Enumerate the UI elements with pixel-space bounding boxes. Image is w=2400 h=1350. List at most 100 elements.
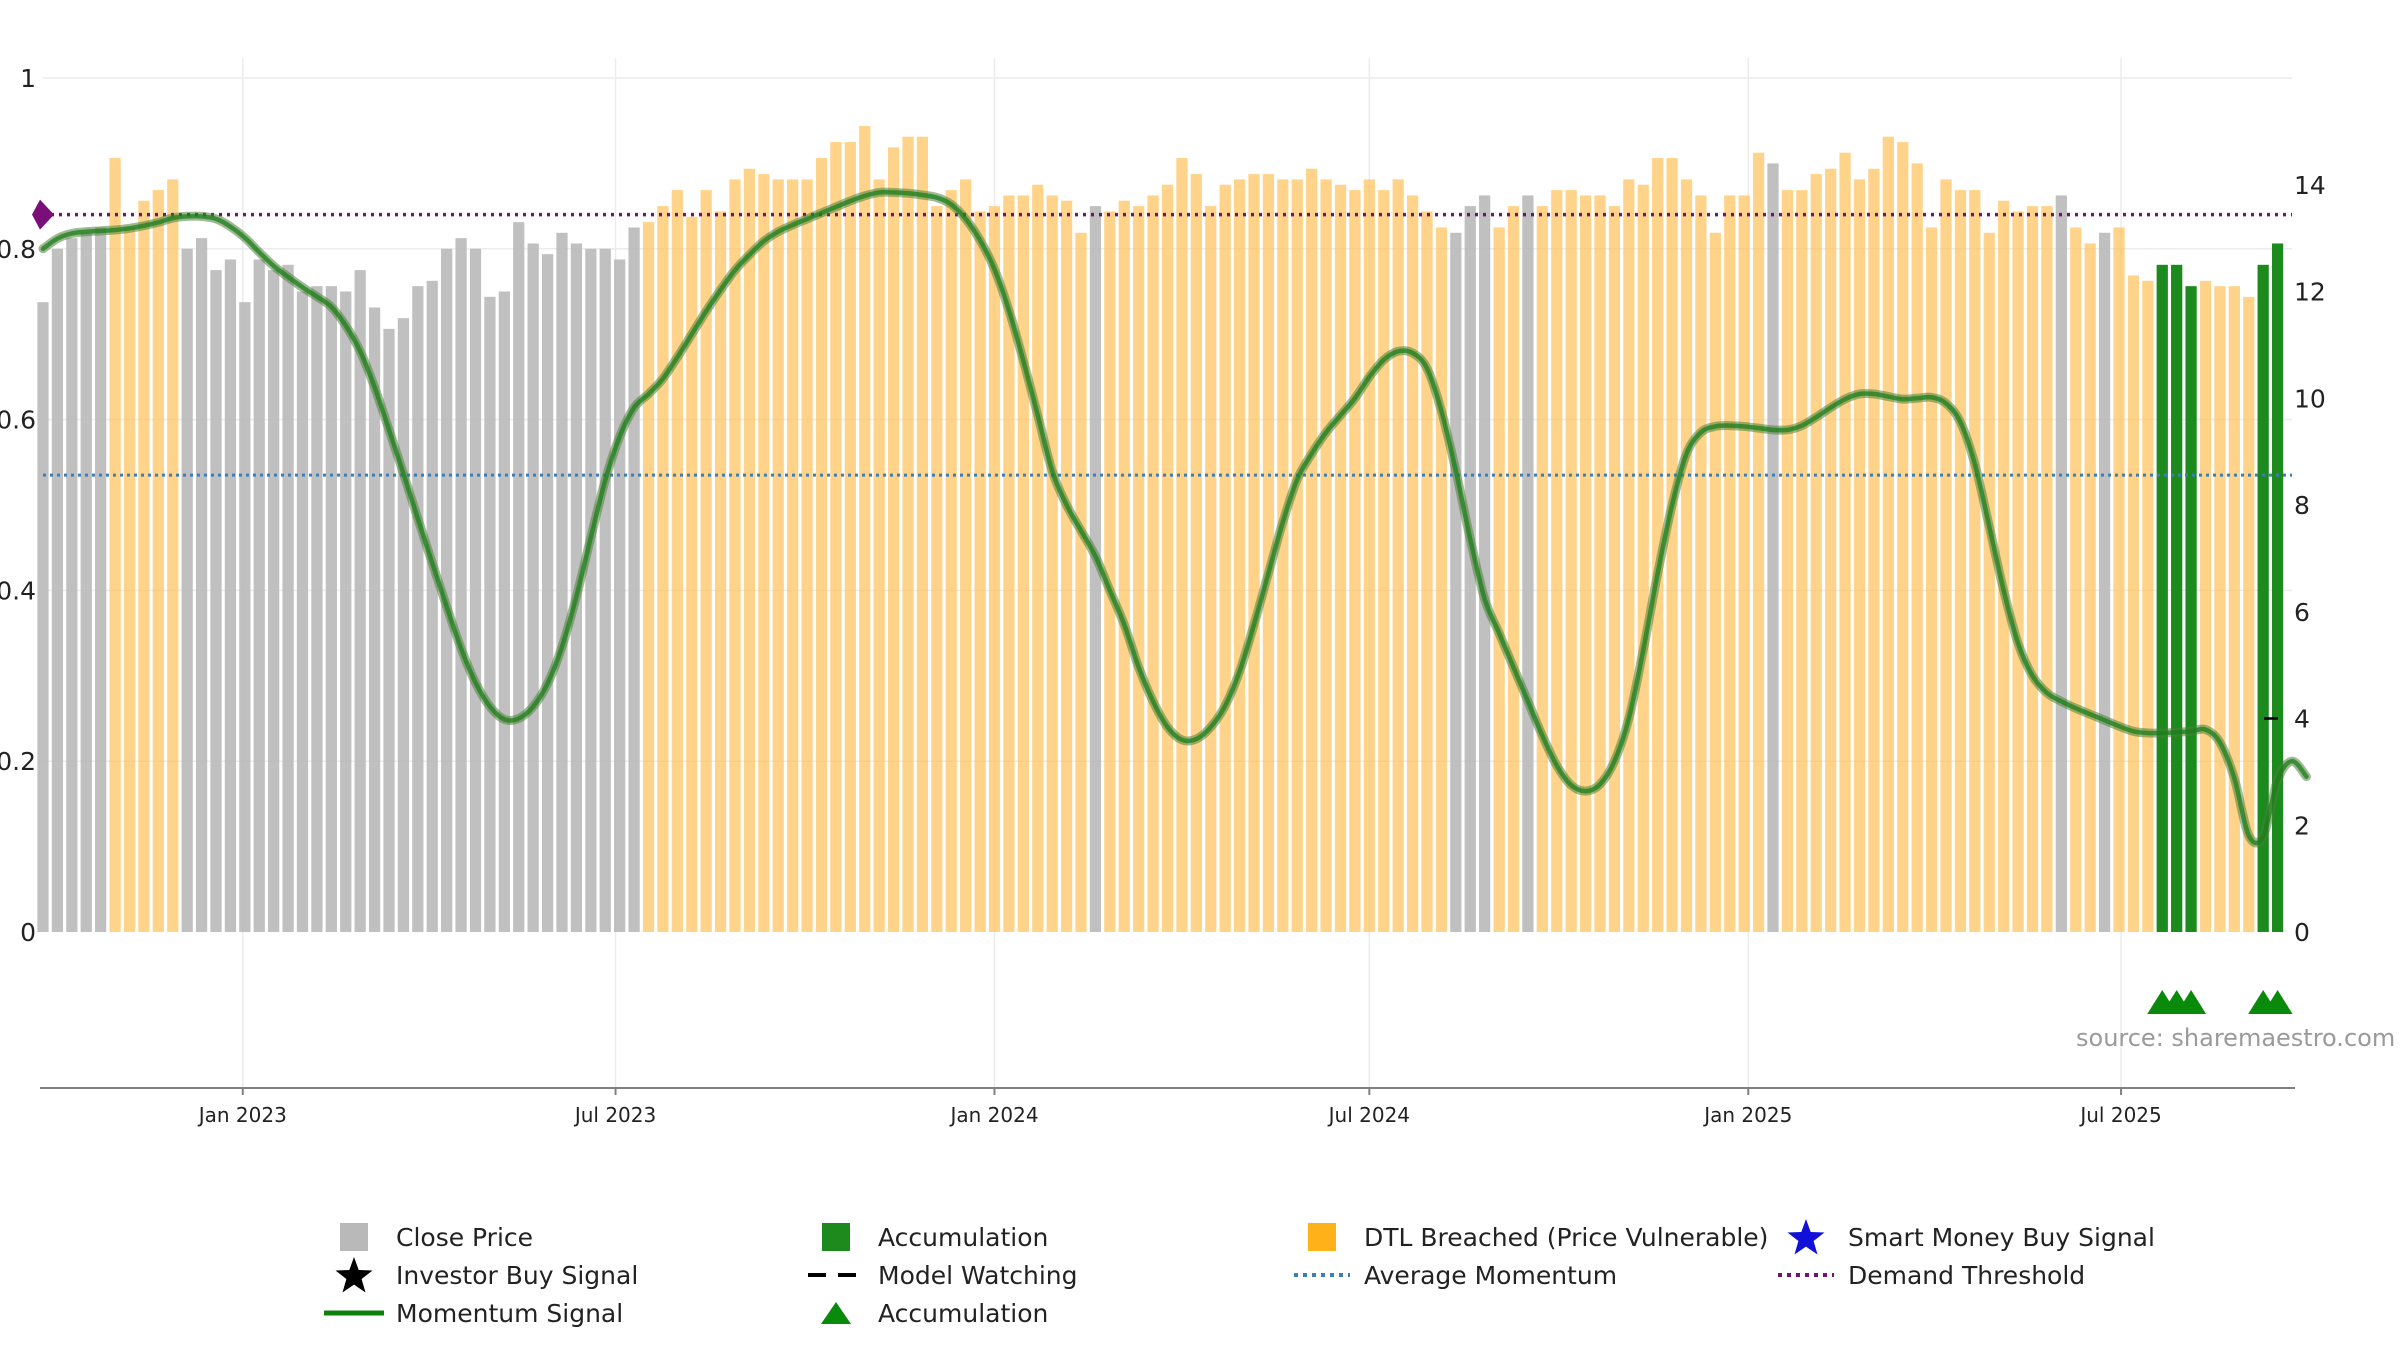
x-tick-label: Jan 2024 — [948, 1103, 1038, 1127]
accumulation-bar — [2156, 264, 2168, 932]
dtl-breached-bar — [1637, 184, 1649, 932]
accumulation-triangle — [2262, 990, 2293, 1014]
accumulation-bar — [2257, 264, 2269, 932]
right-tick-label: 4 — [2294, 705, 2310, 734]
x-tick-label: Jul 2023 — [573, 1103, 656, 1127]
axes — [40, 1087, 2295, 1095]
dtl-breached-bar — [1032, 184, 1044, 932]
dtl-breached-bar — [1277, 179, 1289, 933]
close-price-bar — [311, 286, 323, 933]
dtl-breached-bar — [1738, 195, 1750, 933]
close-price-bar — [80, 232, 92, 933]
right-tick-label: 10 — [2294, 384, 2326, 413]
close-price-bar — [354, 270, 366, 932]
right-tick-label: 8 — [2294, 491, 2310, 520]
dtl-breached-bar — [1075, 232, 1087, 933]
dtl-breached-bar — [1810, 174, 1822, 932]
dtl-breached-bar — [1507, 206, 1520, 933]
dtl-breached-bar — [123, 227, 136, 932]
close-price-bar — [556, 232, 568, 933]
dtl-breached-bar — [2228, 286, 2240, 933]
dtl-breached-bar — [1752, 152, 1765, 933]
dtl-breached-bar — [1435, 227, 1448, 932]
close-price-bar — [1450, 232, 1462, 933]
dtl-breached-bar — [2041, 206, 2053, 933]
right-tick-label: 14 — [2294, 171, 2326, 200]
left-tick-label: 0.6 — [0, 406, 36, 435]
dtl-breached-bar — [902, 136, 914, 932]
close-price-bar — [253, 259, 265, 933]
dtl-breached-bar — [974, 211, 986, 932]
close-price-bar — [1089, 206, 1102, 933]
dtl-breached-bar — [1551, 190, 1563, 932]
dtl-breached-bar — [1233, 179, 1246, 933]
dtl-breached-bar — [1781, 190, 1794, 932]
dtl-breached-bar — [1320, 179, 1332, 933]
dtl-breached-bar — [1133, 206, 1145, 933]
dtl-breached-bar — [2142, 280, 2154, 932]
dtl-breached-bar — [1306, 168, 1318, 933]
left-tick-label: 0.2 — [0, 747, 36, 776]
reference-lines — [32, 199, 2292, 477]
close-price-bar — [181, 248, 193, 933]
close-price-bar — [455, 238, 467, 932]
close-price-bar — [239, 302, 251, 932]
close-price-bar — [441, 248, 453, 933]
close-price-bar — [268, 270, 280, 932]
close-price-bar — [513, 222, 525, 933]
close-price-bar — [628, 227, 640, 932]
price-bars — [37, 126, 2284, 933]
dtl-breached-bar — [801, 179, 813, 933]
close-price-bar — [37, 302, 49, 932]
accumulation-triangles — [2147, 990, 2293, 1014]
dtl-breached-bar — [1363, 179, 1375, 933]
dtl-breached-bar — [2012, 211, 2024, 932]
x-tick-label: Jul 2025 — [2078, 1103, 2161, 1127]
dtl-breached-bar — [1421, 211, 1433, 932]
source-label: source: sharemaestro.com — [2076, 1024, 2396, 1052]
dtl-breached-bar — [1536, 206, 1548, 933]
dtl-breached-bar — [2070, 227, 2082, 932]
right-tick-label: 2 — [2294, 811, 2310, 840]
dtl-breached-bar — [1925, 227, 1938, 932]
close-price-bar — [66, 238, 78, 932]
close-price-bar — [195, 238, 208, 932]
close-price-bar — [599, 248, 611, 933]
dtl-breached-bar — [873, 179, 885, 933]
x-tick-label: Jan 2025 — [1702, 1103, 1792, 1127]
dtl-breached-bar — [1983, 232, 1995, 933]
dtl-breached-bar — [2243, 296, 2255, 932]
dtl-breached-bar — [1334, 184, 1347, 932]
dtl-breached-bar — [844, 142, 856, 933]
dtl-breached-bar — [1911, 163, 1923, 932]
dtl-breached-bar — [859, 126, 871, 933]
dtl-breached-bar — [1190, 174, 1202, 932]
close-price-bar — [541, 254, 554, 932]
dtl-breached-bar — [1147, 195, 1159, 933]
dtl-breached-bar — [642, 222, 655, 933]
dtl-breached-bar — [1680, 179, 1693, 933]
momentum-line-group — [38, 187, 2311, 848]
dtl-breached-bar — [2084, 243, 2096, 932]
dtl-breached-bar — [1853, 179, 1866, 933]
dtl-breached-bar — [2113, 227, 2125, 932]
dtl-breached-bar — [1378, 190, 1390, 932]
dtl-breached-bar — [1954, 190, 1967, 932]
dtl-breached-bar — [1248, 174, 1260, 932]
dtl-breached-bar — [1406, 195, 1419, 933]
close-price-bar — [368, 307, 381, 932]
dtl-breached-bar — [1493, 227, 1505, 932]
close-price-bar — [224, 259, 237, 933]
right-tick-label: 6 — [2294, 598, 2310, 627]
dtl-breached-bar — [887, 147, 900, 932]
dtl-breached-bar — [152, 190, 164, 932]
close-price-bar — [210, 270, 222, 932]
close-price-bar — [296, 291, 309, 932]
dtl-breached-bar — [1349, 190, 1361, 932]
close-price-bar — [95, 227, 107, 932]
momentum-line-shadow — [38, 187, 2311, 848]
close-price-bar — [282, 264, 294, 932]
dtl-breached-bar — [1868, 168, 1880, 933]
accumulation-triangle — [2176, 990, 2207, 1014]
